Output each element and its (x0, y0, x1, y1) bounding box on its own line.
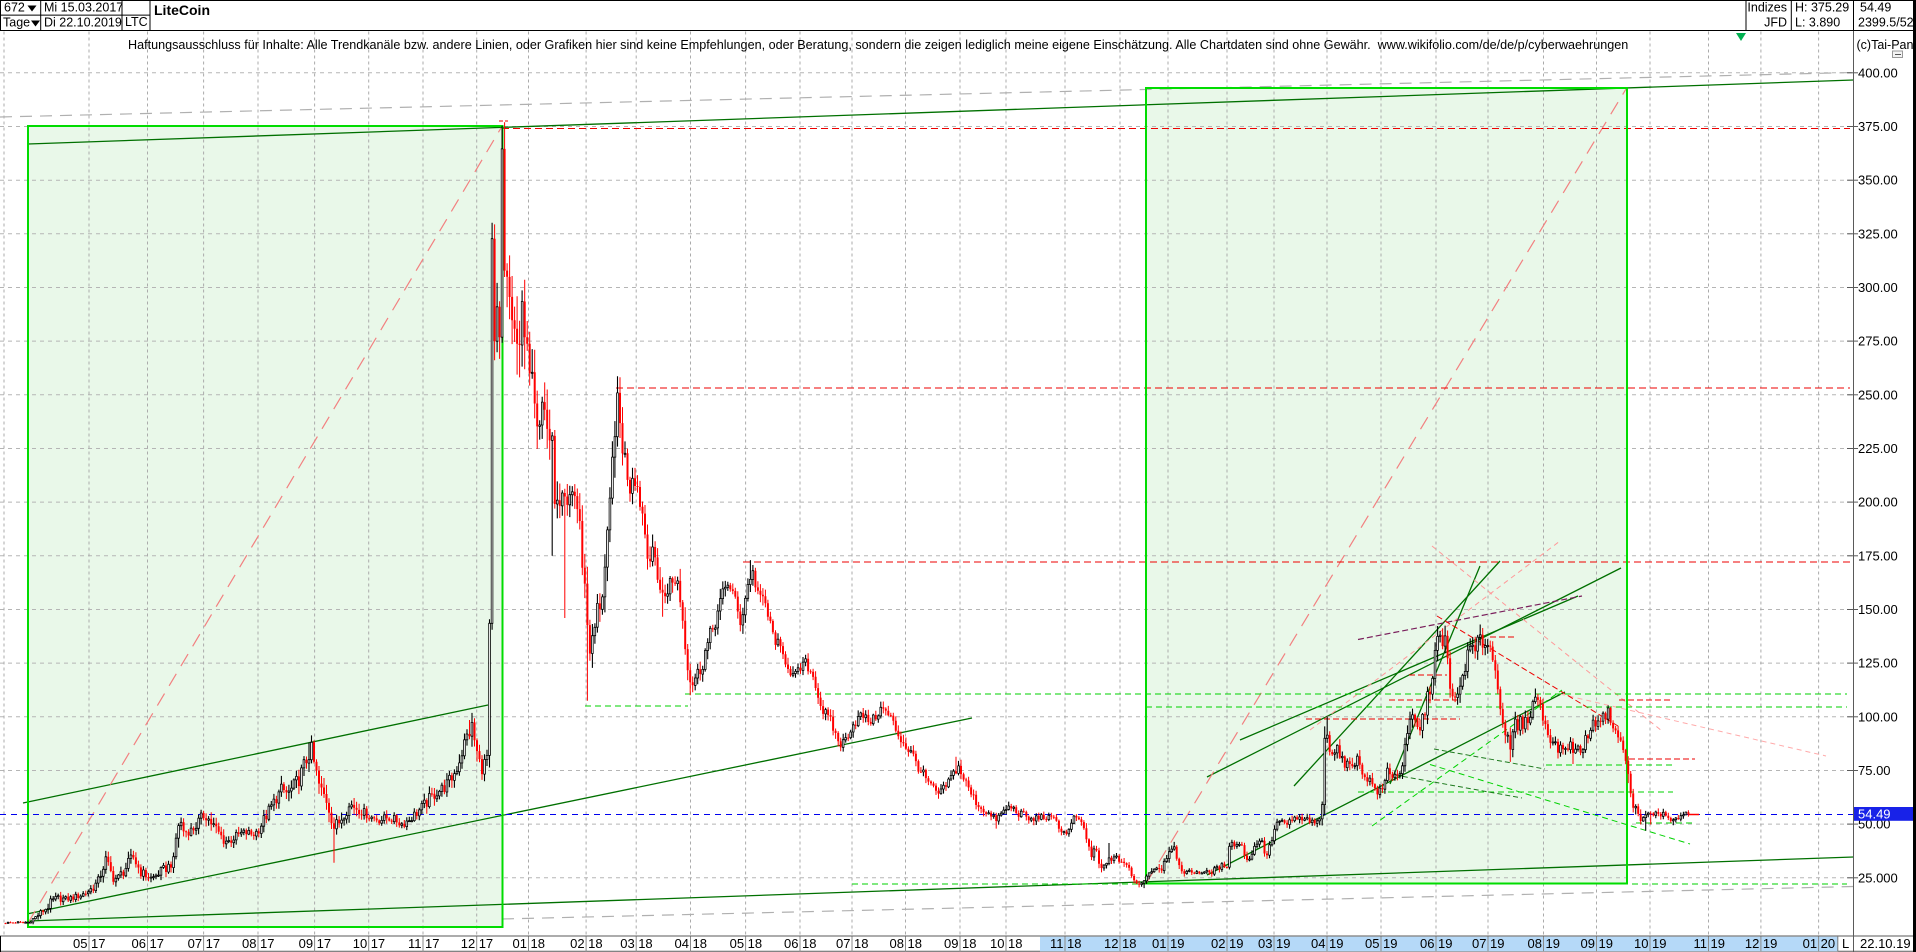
svg-text:19: 19 (1329, 936, 1343, 951)
svg-text:17: 17 (206, 936, 220, 951)
svg-text:Haftungsausschluss für Inhalte: Haftungsausschluss für Inhalte: Alle Tre… (128, 38, 1628, 52)
svg-text:18: 18 (748, 936, 762, 951)
svg-text:05: 05 (73, 936, 87, 951)
svg-text:350.00: 350.00 (1858, 173, 1898, 188)
svg-text:09: 09 (299, 936, 313, 951)
svg-text:19: 19 (1229, 936, 1243, 951)
svg-text:18: 18 (693, 936, 707, 951)
svg-text:LTC: LTC (125, 15, 148, 29)
svg-text:Di 22.10.2019: Di 22.10.2019 (44, 16, 122, 30)
svg-text:18: 18 (1067, 936, 1081, 951)
svg-text:2399.5/52: 2399.5/52 (1858, 16, 1914, 30)
svg-text:06: 06 (1420, 936, 1434, 951)
svg-text:11: 11 (408, 936, 422, 951)
svg-text:19: 19 (1438, 936, 1452, 951)
svg-text:07: 07 (836, 936, 850, 951)
svg-text:18: 18 (854, 936, 868, 951)
svg-text:200.00: 200.00 (1858, 495, 1898, 510)
svg-text:19: 19 (1652, 936, 1666, 951)
svg-text:54.49: 54.49 (1858, 806, 1891, 821)
svg-text:11: 11 (1050, 936, 1064, 951)
svg-text:22.10.19: 22.10.19 (1860, 936, 1911, 951)
svg-text:17: 17 (91, 936, 105, 951)
svg-text:01: 01 (513, 936, 527, 951)
svg-text:02: 02 (570, 936, 584, 951)
svg-text:L: 3.890: L: 3.890 (1795, 16, 1840, 30)
svg-text:17: 17 (150, 936, 164, 951)
svg-text:300.00: 300.00 (1858, 280, 1898, 295)
svg-text:10: 10 (353, 936, 367, 951)
svg-text:19: 19 (1763, 936, 1777, 951)
svg-text:Tage: Tage (3, 16, 30, 30)
svg-text:150.00: 150.00 (1858, 602, 1898, 617)
svg-text:18: 18 (638, 936, 652, 951)
svg-text:19: 19 (1490, 936, 1504, 951)
svg-text:08: 08 (242, 936, 256, 951)
svg-text:06: 06 (132, 936, 146, 951)
svg-text:18: 18 (531, 936, 545, 951)
svg-text:(c)Tai-Pan: (c)Tai-Pan (1857, 38, 1914, 52)
svg-text:09: 09 (1581, 936, 1595, 951)
svg-text:10: 10 (990, 936, 1004, 951)
svg-text:18: 18 (962, 936, 976, 951)
svg-text:17: 17 (260, 936, 274, 951)
svg-text:03: 03 (1258, 936, 1272, 951)
svg-text:375.00: 375.00 (1858, 119, 1898, 134)
svg-text:19: 19 (1546, 936, 1560, 951)
svg-text:18: 18 (1122, 936, 1136, 951)
svg-text:12: 12 (461, 936, 475, 951)
svg-text:05: 05 (730, 936, 744, 951)
svg-text:11: 11 (1694, 936, 1708, 951)
svg-text:L: L (1842, 936, 1849, 951)
svg-text:17: 17 (479, 936, 493, 951)
svg-text:19: 19 (1276, 936, 1290, 951)
svg-text:07: 07 (1472, 936, 1486, 951)
svg-text:25.000: 25.000 (1858, 870, 1898, 885)
svg-text:18: 18 (802, 936, 816, 951)
svg-text:175.00: 175.00 (1858, 548, 1898, 563)
svg-text:19: 19 (1599, 936, 1613, 951)
svg-text:01: 01 (1152, 936, 1166, 951)
svg-text:54.49: 54.49 (1860, 1, 1891, 15)
svg-text:05: 05 (1365, 936, 1379, 951)
svg-text:18: 18 (1008, 936, 1022, 951)
svg-text:400.00: 400.00 (1858, 65, 1898, 80)
svg-text:10: 10 (1634, 936, 1648, 951)
svg-text:04: 04 (1311, 936, 1325, 951)
svg-text:09: 09 (944, 936, 958, 951)
svg-text:12: 12 (1104, 936, 1118, 951)
svg-text:100.00: 100.00 (1858, 709, 1898, 724)
svg-text:12: 12 (1745, 936, 1759, 951)
svg-text:06: 06 (784, 936, 798, 951)
svg-text:08: 08 (890, 936, 904, 951)
svg-text:20: 20 (1821, 936, 1835, 951)
svg-text:18: 18 (908, 936, 922, 951)
svg-text:275.00: 275.00 (1858, 334, 1898, 349)
svg-text:19: 19 (1711, 936, 1725, 951)
svg-text:19: 19 (1170, 936, 1184, 951)
svg-text:17: 17 (425, 936, 439, 951)
svg-text:H: 375.29: H: 375.29 (1795, 1, 1849, 15)
svg-text:07: 07 (188, 936, 202, 951)
svg-text:Indizes: Indizes (1747, 1, 1787, 15)
svg-text:17: 17 (317, 936, 331, 951)
svg-text:01: 01 (1803, 936, 1817, 951)
svg-text:JFD: JFD (1764, 16, 1787, 30)
svg-text:672: 672 (4, 1, 25, 15)
svg-text:325.00: 325.00 (1858, 226, 1898, 241)
svg-text:Mi 15.03.2017: Mi 15.03.2017 (44, 1, 123, 15)
svg-text:125.00: 125.00 (1858, 656, 1898, 671)
svg-text:17: 17 (371, 936, 385, 951)
svg-text:225.00: 225.00 (1858, 441, 1898, 456)
svg-text:02: 02 (1211, 936, 1225, 951)
svg-text:03: 03 (620, 936, 634, 951)
svg-text:04: 04 (675, 936, 689, 951)
svg-text:19: 19 (1383, 936, 1397, 951)
svg-text:75.00: 75.00 (1858, 763, 1891, 778)
svg-text:250.00: 250.00 (1858, 387, 1898, 402)
svg-text:LiteCoin: LiteCoin (154, 2, 210, 18)
svg-text:08: 08 (1528, 936, 1542, 951)
svg-text:18: 18 (588, 936, 602, 951)
